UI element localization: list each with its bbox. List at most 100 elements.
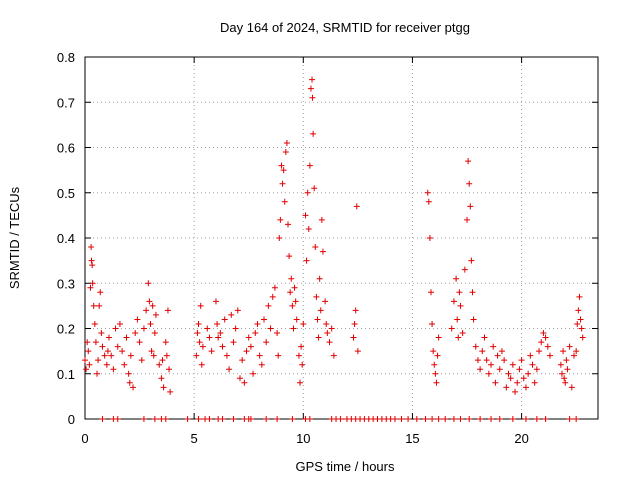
data-point xyxy=(426,235,433,241)
data-point xyxy=(234,307,241,314)
data-point xyxy=(453,275,460,282)
tick-labels: 0 0.1 0.2 0.3 0.4 0.5 0.6 0.7 0.8 0 5 10 15 20 xyxy=(57,50,529,446)
data-point xyxy=(147,320,154,327)
data-point xyxy=(507,375,514,382)
data-point xyxy=(258,361,265,368)
data-point xyxy=(324,330,331,337)
zero-data-point xyxy=(496,416,503,422)
data-point xyxy=(212,298,219,305)
data-point xyxy=(134,316,141,323)
data-point xyxy=(254,320,261,327)
data-point xyxy=(278,162,285,169)
zero-data-point xyxy=(466,416,473,422)
data-point xyxy=(351,320,358,327)
data-point xyxy=(221,316,228,323)
data-point xyxy=(88,244,95,251)
data-point xyxy=(215,334,222,341)
zero-data-point xyxy=(195,416,202,422)
data-point xyxy=(578,325,585,332)
data-point xyxy=(330,352,337,359)
data-point xyxy=(204,325,211,332)
data-point xyxy=(579,334,586,341)
data-point xyxy=(465,158,472,165)
data-point xyxy=(527,352,534,359)
data-point xyxy=(198,361,205,368)
data-point xyxy=(152,311,159,318)
data-point xyxy=(298,343,305,350)
data-point xyxy=(83,366,90,373)
data-point xyxy=(564,366,571,373)
data-point xyxy=(312,244,319,251)
data-point xyxy=(429,320,436,327)
data-point xyxy=(322,298,329,305)
data-point xyxy=(311,185,318,192)
data-point xyxy=(206,334,213,341)
data-point xyxy=(150,352,157,359)
data-point xyxy=(196,339,203,346)
data-points xyxy=(82,76,586,422)
data-point xyxy=(313,293,320,300)
data-point xyxy=(276,235,283,241)
zero-data-point xyxy=(337,416,344,422)
data-point xyxy=(121,361,128,368)
data-point xyxy=(86,361,93,368)
chart-title: Day 164 of 2024, SRMTID for receiver ptg… xyxy=(220,20,470,35)
data-point xyxy=(498,348,505,355)
data-point xyxy=(424,189,431,196)
zero-data-point xyxy=(206,416,213,422)
data-point xyxy=(575,307,582,314)
data-point xyxy=(140,325,147,332)
data-point xyxy=(319,248,326,255)
data-point xyxy=(226,366,233,373)
zero-data-point xyxy=(114,416,121,422)
data-point xyxy=(328,325,335,332)
data-point xyxy=(514,379,521,386)
data-point xyxy=(299,361,306,368)
data-point xyxy=(82,357,88,364)
zero-data-point xyxy=(289,416,296,422)
data-point xyxy=(316,275,323,282)
y-tick-label: 0.1 xyxy=(57,367,75,382)
data-point xyxy=(300,320,307,327)
data-point xyxy=(573,348,580,355)
x-tick-label: 0 xyxy=(81,431,88,446)
data-point xyxy=(101,352,108,359)
data-point xyxy=(265,302,272,309)
y-tick-label: 0.7 xyxy=(57,95,75,110)
zero-data-point xyxy=(162,416,169,422)
data-point xyxy=(560,348,567,355)
zero-data-point xyxy=(422,416,429,422)
zero-data-point xyxy=(306,416,313,422)
data-point xyxy=(98,330,105,337)
data-point xyxy=(91,320,98,327)
data-point xyxy=(167,388,174,395)
data-point xyxy=(159,357,166,364)
data-point xyxy=(533,366,540,373)
data-point xyxy=(195,320,202,327)
data-point xyxy=(282,149,289,156)
data-point xyxy=(531,379,538,386)
data-point xyxy=(431,361,438,368)
data-point xyxy=(277,216,284,223)
data-point xyxy=(89,262,96,269)
data-point xyxy=(303,257,310,264)
data-point xyxy=(289,302,296,309)
data-point xyxy=(232,325,239,332)
x-tick-label: 5 xyxy=(191,431,198,446)
data-point xyxy=(143,307,150,314)
data-point xyxy=(430,348,437,355)
data-point xyxy=(293,316,300,323)
data-point xyxy=(561,375,568,382)
data-point xyxy=(477,366,484,373)
data-point xyxy=(292,298,299,305)
data-point xyxy=(474,357,481,364)
zero-data-point xyxy=(405,416,412,422)
data-point xyxy=(245,334,252,341)
data-point xyxy=(136,339,143,346)
data-point xyxy=(241,379,248,386)
data-point xyxy=(563,357,570,364)
data-point xyxy=(310,130,317,137)
data-point xyxy=(516,366,523,373)
data-point xyxy=(261,316,268,323)
data-point xyxy=(208,348,215,355)
